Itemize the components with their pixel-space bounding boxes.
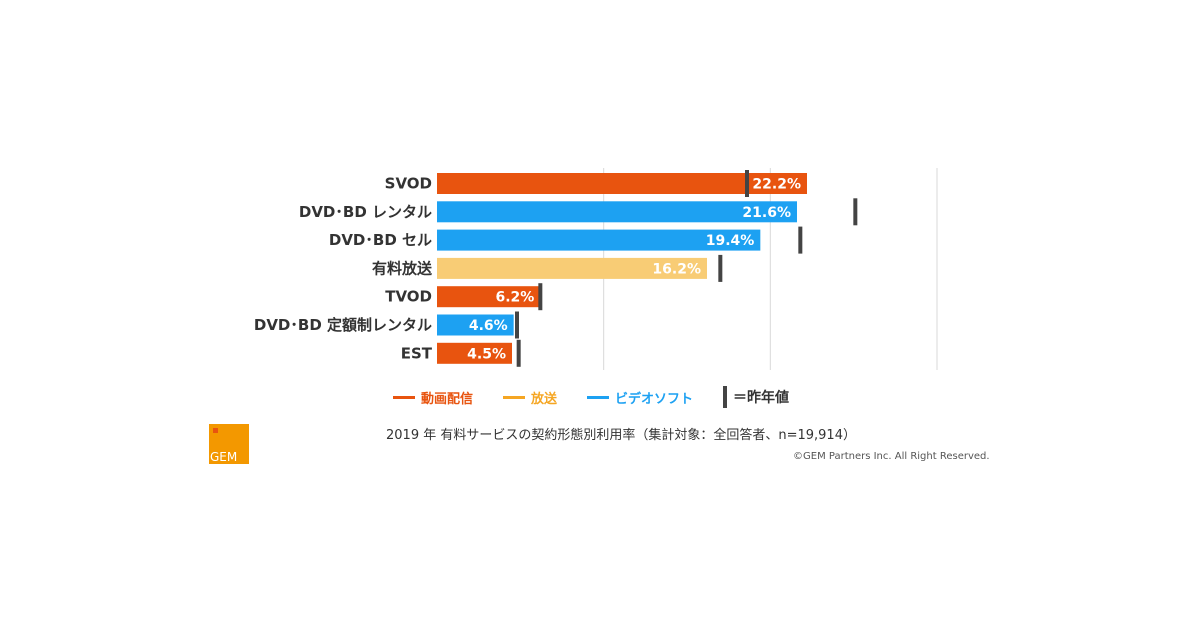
bar-4	[437, 286, 541, 308]
previous-year-marker-0	[745, 170, 749, 197]
bar-0	[437, 173, 807, 194]
bar-1	[437, 201, 797, 223]
bar-2	[437, 229, 761, 251]
category-label-4: TVOD	[385, 288, 432, 306]
logo-dot	[213, 428, 218, 433]
legend-item-broadcast: 放送	[503, 388, 557, 407]
category-label-1: DVD･BD レンタル	[299, 203, 432, 221]
previous-year-marker-1	[853, 198, 858, 226]
value-label-4: 6.2%	[496, 290, 535, 306]
value-label-6: 4.5%	[467, 346, 506, 362]
legend-label-previous-year: ＝昨年値	[733, 390, 790, 406]
legend-swatch-video-streaming	[393, 395, 415, 399]
legend-item-previous-year: ＝昨年値	[723, 386, 789, 408]
previous-year-marker-4	[538, 283, 543, 311]
legend-label-video-software: ビデオソフト	[615, 391, 694, 407]
bar-3	[437, 257, 707, 279]
value-label-1: 21.6%	[742, 205, 791, 221]
category-label-0: SVOD	[385, 175, 432, 193]
category-label-3: 有料放送	[372, 259, 433, 277]
legend-label-broadcast: 放送	[531, 391, 558, 407]
previous-year-marker-6	[516, 339, 521, 367]
previous-year-marker-5	[515, 311, 519, 339]
logo-text: GEM	[210, 450, 238, 464]
category-label-6: EST	[401, 344, 433, 362]
value-label-5: 4.6%	[469, 318, 508, 334]
bar-6	[437, 342, 512, 364]
previous-year-marker-3	[718, 254, 723, 282]
chart-caption: 2019 年 有料サービスの契約形態別利用率（集計対象：全回答者、n=19,91…	[386, 428, 856, 443]
legend-marker-previous-year	[723, 386, 728, 408]
legend-item-video-streaming: 動画配信	[393, 388, 473, 407]
gem-logo: GEM	[209, 424, 249, 464]
category-label-2: DVD･BD セル	[329, 231, 432, 249]
legend-item-video-software: ビデオソフト	[587, 388, 693, 407]
legend-swatch-video-software	[587, 395, 610, 399]
value-label-2: 19.4%	[706, 233, 755, 249]
category-label-5: DVD･BD 定額制レンタル	[254, 316, 432, 334]
value-label-3: 16.2%	[652, 261, 701, 277]
legend-swatch-broadcast	[503, 395, 526, 399]
previous-year-marker-2	[798, 226, 803, 254]
bar-chart: SVOD 22.2% DVD･BD レンタル 21.6% DVD･BD セル 19.4% 有…	[254, 168, 938, 370]
copyright-notice: ©GEM Partners Inc. All Right Reserved.	[793, 451, 990, 462]
legend: 動画配信 放送 ビデオソフト ＝昨年値	[393, 386, 789, 408]
value-label-0: 22.2%	[752, 177, 801, 193]
legend-label-video-streaming: 動画配信	[421, 391, 474, 407]
bar-5	[437, 314, 514, 336]
